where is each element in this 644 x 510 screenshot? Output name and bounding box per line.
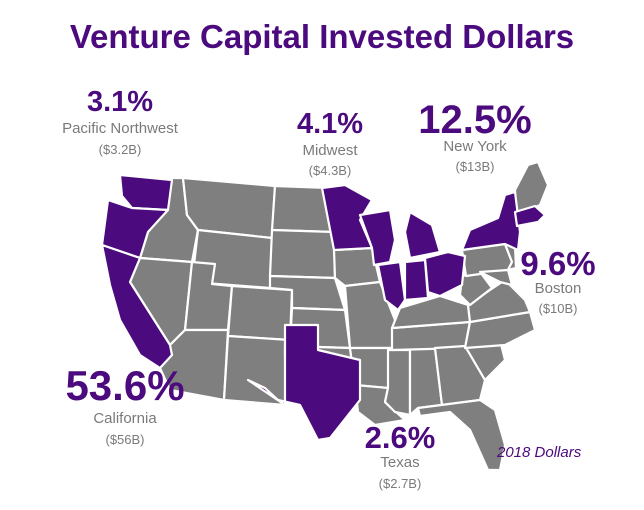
california-label: California <box>93 410 157 427</box>
state-wisconsin <box>358 208 397 267</box>
state-mississippi <box>383 348 412 417</box>
new-york-pct: 12.5% <box>418 98 532 142</box>
state-south-dakota <box>268 228 337 280</box>
state-washington <box>118 173 174 212</box>
texas-amount: ($2.7B) <box>378 476 422 491</box>
new-york-amount: ($13B) <box>455 159 495 174</box>
pacific-northwest-amount: ($3.2B) <box>98 142 142 157</box>
california-amount: ($56B) <box>105 432 145 447</box>
boston-label: Boston <box>534 280 582 297</box>
california-pct: 53.6% <box>65 362 185 409</box>
state-massachusetts <box>513 204 547 228</box>
state-montana <box>181 176 277 240</box>
page-title: Venture Capital Invested Dollars <box>69 18 575 55</box>
state-michigan <box>403 210 442 260</box>
texas-pct: 2.6% <box>364 420 436 455</box>
midwest-pct: 4.1% <box>296 108 364 140</box>
midwest-amount: ($4.3B) <box>308 163 352 178</box>
state-indiana <box>403 258 430 302</box>
state-california <box>100 243 174 370</box>
dollars-note: 2018 Dollars <box>497 444 582 461</box>
boston-pct: 9.6% <box>520 245 596 282</box>
state-new-york <box>460 190 522 252</box>
state-ohio <box>423 250 467 298</box>
midwest-label: Midwest <box>302 142 358 159</box>
state-minnesota <box>320 183 374 252</box>
state-new-mexico <box>222 334 292 407</box>
state-maryland <box>478 268 514 287</box>
state-florida <box>416 398 507 472</box>
texas-label: Texas <box>380 454 420 471</box>
pacific-northwest-label: Pacific Northwest <box>62 120 178 137</box>
boston-amount: ($10B) <box>538 301 578 316</box>
state-colorado <box>226 284 294 342</box>
state-illinois <box>376 260 407 312</box>
state-texas <box>246 323 362 442</box>
pacific-northwest-pct: 3.1% <box>86 86 154 118</box>
new-york-label: New York <box>443 138 507 155</box>
